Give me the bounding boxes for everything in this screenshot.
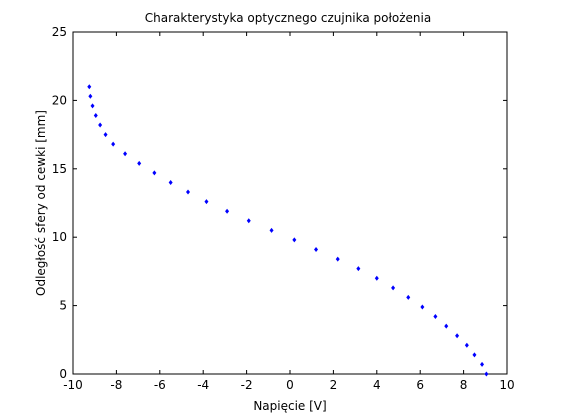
y-tick-label: 10 xyxy=(52,230,67,244)
x-tick-label: -6 xyxy=(154,378,166,392)
x-tick-label: 2 xyxy=(330,378,338,392)
y-tick-label: 5 xyxy=(59,299,67,313)
x-tick-label: 6 xyxy=(416,378,424,392)
y-tick-label: 20 xyxy=(52,93,67,107)
x-tick-label: -2 xyxy=(241,378,253,392)
x-tick-label: 0 xyxy=(286,378,294,392)
x-tick-label: 4 xyxy=(373,378,381,392)
x-tick-label: -4 xyxy=(197,378,209,392)
y-tick-label: 0 xyxy=(59,367,67,381)
x-tick-label: 8 xyxy=(460,378,468,392)
x-tick-label: 10 xyxy=(499,378,514,392)
y-tick-label: 15 xyxy=(52,162,67,176)
x-axis-label: Napięcie [V] xyxy=(253,399,326,413)
y-tick-label: 25 xyxy=(52,25,67,39)
chart-title: Charakterystyka optycznego czujnika poło… xyxy=(145,11,431,25)
x-tick-label: -8 xyxy=(110,378,122,392)
y-axis-label: Odległość sfery od cewki [mm] xyxy=(34,110,48,296)
plot-area xyxy=(73,32,507,374)
